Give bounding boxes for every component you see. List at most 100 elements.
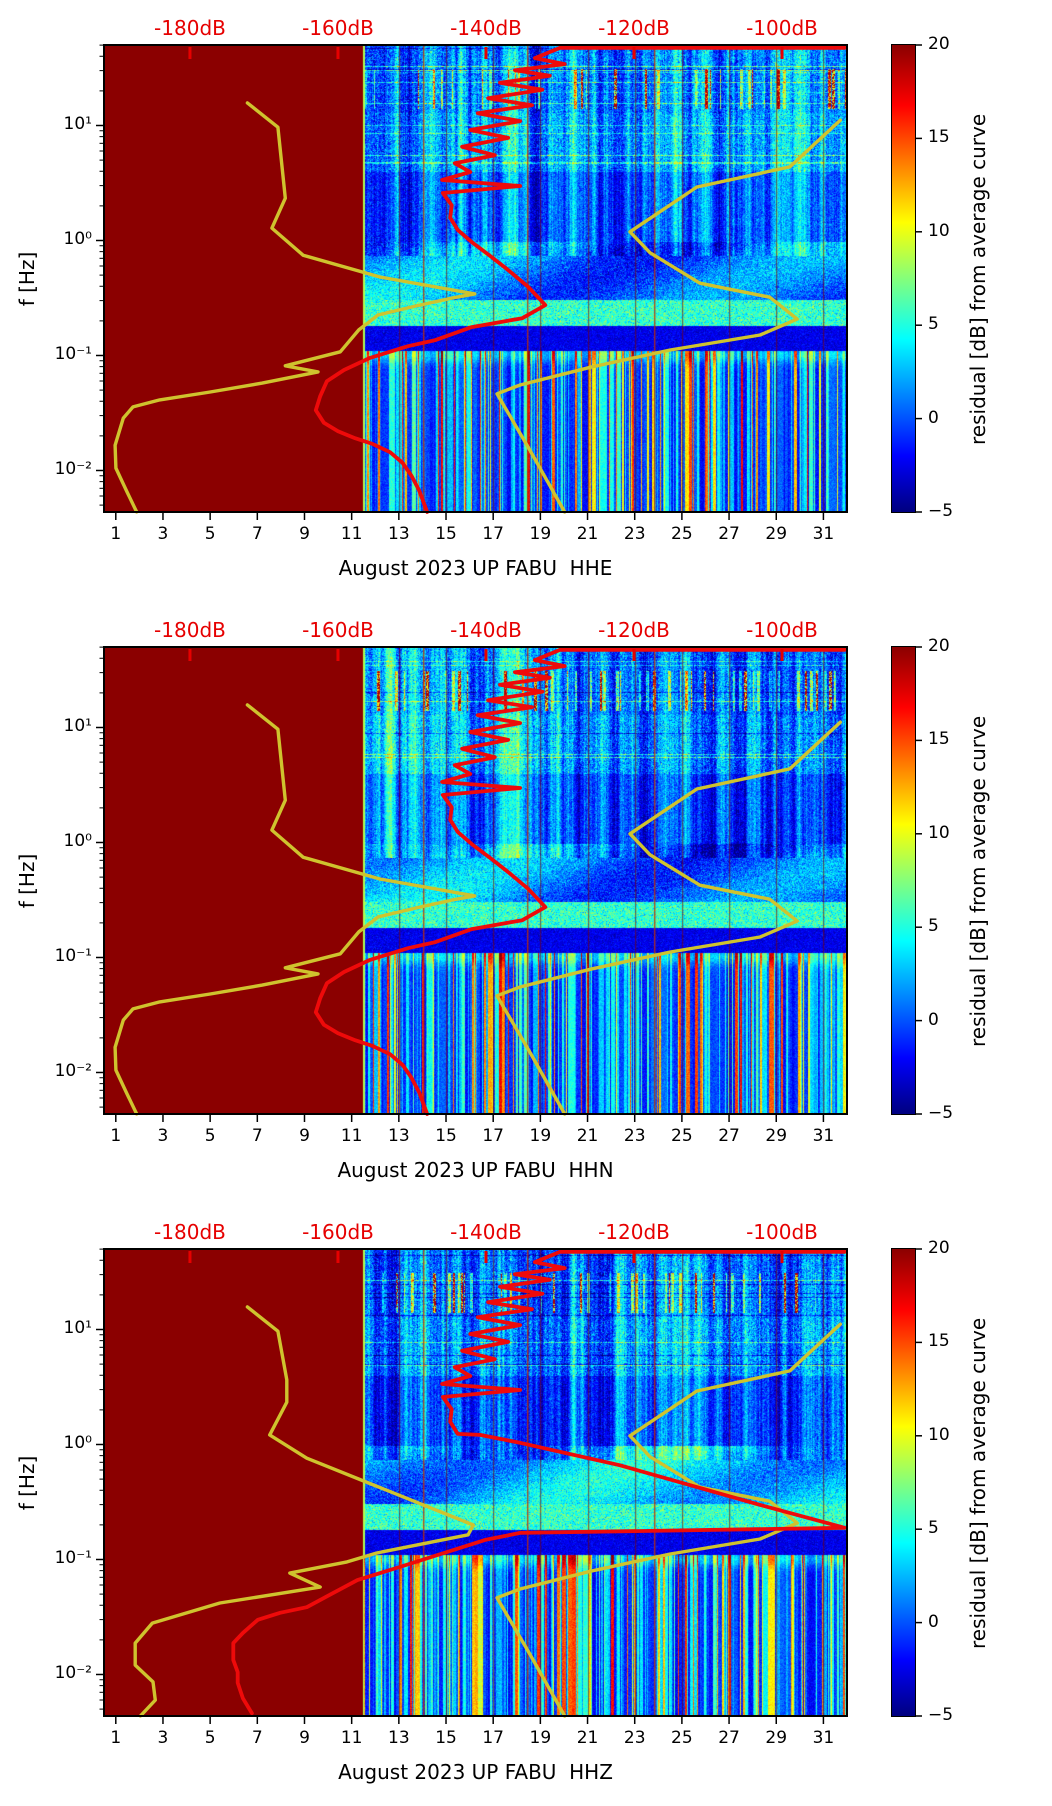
x-tick-label: 11 — [340, 524, 363, 544]
colorbar-axis-title: residual [dB] from average curve — [966, 714, 990, 1047]
colorbar-tick-label: −5 — [928, 501, 954, 521]
x-tick-label: 31 — [812, 1126, 835, 1146]
x-tick-label: 31 — [812, 1728, 835, 1748]
panel-overlay — [96, 44, 922, 520]
x-tick-label: 25 — [671, 524, 693, 544]
db-axis-label: -160dB — [302, 618, 374, 642]
station-psd-curve — [313, 45, 847, 514]
station-psd-curve — [313, 647, 847, 1116]
colorbar-tick-label: 5 — [928, 1518, 939, 1539]
x-axis-title: August 2023 UP FABU HHN — [337, 1158, 614, 1182]
colorbar — [890, 43, 916, 513]
colorbar-axis-title: residual [dB] from average curve — [966, 112, 990, 445]
y-tick-label: 10¹ — [63, 716, 92, 737]
colorbar-ticks — [915, 44, 922, 513]
x-tick-label: 5 — [204, 1126, 216, 1146]
db-axis-label: -100dB — [746, 16, 818, 40]
y-tick-label: 10¹ — [63, 1318, 92, 1339]
x-tick-label: 5 — [204, 524, 216, 544]
colorbar-ticks — [915, 646, 922, 1115]
x-tick-label: 27 — [718, 524, 740, 544]
colorbar-tick-label: −5 — [928, 1705, 954, 1725]
x-tick-label: 5 — [204, 1728, 216, 1748]
noise-model-high-curve — [495, 118, 842, 514]
colorbar-tick-label: 10 — [928, 822, 950, 843]
colorbar-tick-label: 15 — [928, 729, 950, 750]
db-axis-label: -160dB — [302, 16, 374, 40]
x-tick-label: 19 — [529, 1126, 552, 1146]
colorbar-tick-label: −5 — [928, 1103, 954, 1123]
x-tick-label: 17 — [482, 1126, 504, 1146]
noise-model-low-curve — [113, 703, 477, 1116]
x-tick-label: 9 — [299, 524, 310, 544]
x-tick-label: 7 — [251, 1728, 263, 1748]
spectrogram-heatmap-HHN — [104, 647, 847, 1114]
x-tick-label: 19 — [529, 1728, 552, 1748]
x-tick-label: 1 — [110, 1728, 122, 1748]
x-tick-label: 3 — [157, 524, 169, 544]
db-axis-label: -140dB — [450, 618, 522, 642]
y-tick-label: 10⁻² — [54, 1663, 92, 1684]
x-tick-label: 17 — [482, 1728, 504, 1748]
colorbar-tick-label: 20 — [928, 636, 950, 656]
y-tick-label: 10⁻² — [54, 459, 92, 480]
colorbar — [890, 645, 916, 1115]
y-tick-label: 10⁻¹ — [54, 344, 92, 365]
y-tick-label: 10⁻² — [54, 1061, 92, 1082]
noise-model-high-curve — [495, 1322, 842, 1718]
x-tick-label: 13 — [388, 1728, 410, 1748]
x-tick-label: 29 — [765, 524, 788, 544]
station-psd-curve — [231, 1249, 847, 1716]
y-tick-label: 10⁰ — [63, 229, 92, 250]
plot-frame — [103, 646, 848, 1115]
y-tick-label: 10⁻¹ — [54, 946, 92, 967]
spectrogram-panel-HHE: 10¹ 10⁰ 10⁻¹ 10⁻² 1 3 5 7 9 11 13 15 17 19 21 23 25 27 29 3… — [0, 0, 1052, 602]
axis-ticks — [96, 646, 825, 1122]
colorbar — [890, 1247, 916, 1717]
x-tick-label: 21 — [576, 1126, 599, 1146]
colorbar-tick-label: 15 — [928, 127, 950, 148]
x-tick-label: 25 — [671, 1126, 693, 1146]
colorbar-tick-label: 0 — [928, 1611, 939, 1632]
colorbar-tick-label: 15 — [928, 1331, 950, 1352]
x-tick-label: 7 — [251, 524, 263, 544]
colorbar-tick-label: 20 — [928, 1238, 950, 1258]
x-tick-label: 1 — [110, 1126, 122, 1146]
colorbar-axis-title: residual [dB] from average curve — [966, 1316, 990, 1649]
axis-ticks — [96, 44, 825, 520]
plot-frame — [103, 44, 848, 513]
x-tick-label: 15 — [435, 1126, 457, 1146]
plot-frame — [103, 1248, 848, 1717]
colorbar-ticks — [915, 1248, 922, 1717]
db-axis-ticks — [188, 649, 784, 661]
db-axis-label: -180dB — [154, 1220, 226, 1244]
panel-overlay — [96, 646, 922, 1122]
x-tick-label: 23 — [623, 524, 646, 544]
spectrogram-panel-HHN: 10¹ 10⁰ 10⁻¹ 10⁻² 1 3 5 7 9 11 13 15 17 19 21 23 25 27 29 3… — [0, 602, 1052, 1204]
colorbar-tick-label: 20 — [928, 34, 950, 54]
spectrogram-heatmap-HHZ — [104, 1249, 847, 1716]
x-tick-label: 27 — [718, 1728, 740, 1748]
y-tick-label: 10⁻¹ — [54, 1548, 92, 1569]
x-tick-label: 21 — [576, 524, 599, 544]
colorbar-tick-label: 10 — [928, 220, 950, 241]
noise-model-high-curve — [495, 720, 842, 1116]
x-tick-label: 27 — [718, 1126, 740, 1146]
x-tick-label: 15 — [435, 1728, 457, 1748]
x-tick-label: 29 — [765, 1126, 788, 1146]
db-axis-label: -140dB — [450, 16, 522, 40]
spectrogram-panel-HHZ: 10¹ 10⁰ 10⁻¹ 10⁻² 1 3 5 7 9 11 13 15 17 19 21 23 25 27 29 3… — [0, 1204, 1052, 1806]
noise-model-low-curve — [113, 101, 477, 514]
colorbar-tick-label: 5 — [928, 314, 939, 335]
panel-overlay — [96, 1248, 922, 1724]
x-tick-label: 11 — [340, 1728, 363, 1748]
db-axis-label: -120dB — [598, 618, 670, 642]
axis-ticks — [96, 1248, 825, 1724]
x-tick-label: 19 — [529, 524, 552, 544]
x-tick-label: 1 — [110, 524, 122, 544]
x-tick-label: 7 — [251, 1126, 263, 1146]
x-tick-label: 23 — [623, 1728, 646, 1748]
db-axis-label: -120dB — [598, 1220, 670, 1244]
db-axis-label: -120dB — [598, 16, 670, 40]
